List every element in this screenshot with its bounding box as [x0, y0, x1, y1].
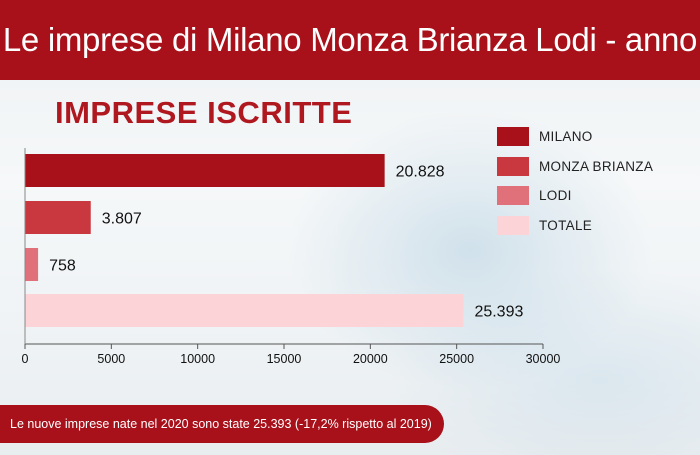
legend-item-milano: MILANO — [497, 122, 653, 152]
data-label: 758 — [49, 258, 76, 275]
bar-totale — [25, 294, 464, 327]
x-tick-label: 0 — [22, 352, 29, 366]
x-tick-label: 25000 — [439, 352, 474, 366]
legend-label: MONZA BRIANZA — [539, 158, 654, 174]
bar-milano — [25, 154, 385, 187]
x-tick-label: 20000 — [353, 352, 388, 366]
legend-swatch — [497, 215, 529, 235]
page-title: Le imprese di Milano Monza Brianza Lodi … — [2, 21, 698, 58]
bar-lodi — [25, 248, 39, 281]
data-label: 20.828 — [396, 164, 445, 181]
x-tick-label: 5000 — [97, 352, 125, 366]
x-axis: 0 5000 10000 15000 20000 25000 30000 — [22, 148, 561, 366]
footer-note: Le nuove imprese nate nel 2020 sono stat… — [0, 405, 444, 443]
background-overlay — [0, 80, 700, 455]
legend-label: LODI — [539, 188, 572, 204]
footer-note-text: Le nuove imprese nate nel 2020 sono stat… — [10, 417, 432, 431]
legend-label: TOTALE — [539, 217, 593, 233]
bar-monza-brianza — [25, 201, 91, 234]
x-tick-label: 10000 — [180, 352, 215, 366]
legend-swatch — [497, 127, 529, 147]
legend-label: MILANO — [539, 129, 593, 145]
chart-title: IMPRESE ISCRITTE — [55, 95, 353, 130]
chart-legend: MILANO MONZA BRIANZA LODI TOTALE — [497, 122, 653, 240]
legend-swatch — [497, 186, 529, 206]
legend-item-totale: TOTALE — [497, 211, 653, 241]
x-tick-label: 15000 — [267, 352, 302, 366]
legend-item-lodi: LODI — [497, 181, 653, 211]
data-label: 3.807 — [102, 211, 142, 228]
x-tick-label: 30000 — [526, 352, 561, 366]
header-bar: Le imprese di Milano Monza Brianza Lodi … — [0, 0, 700, 80]
legend-item-monza-brianza: MONZA BRIANZA — [497, 152, 653, 182]
data-label: 25.393 — [474, 304, 523, 321]
bars-group: 20.828 3.807 758 25.393 — [25, 154, 523, 327]
legend-swatch — [497, 156, 529, 176]
